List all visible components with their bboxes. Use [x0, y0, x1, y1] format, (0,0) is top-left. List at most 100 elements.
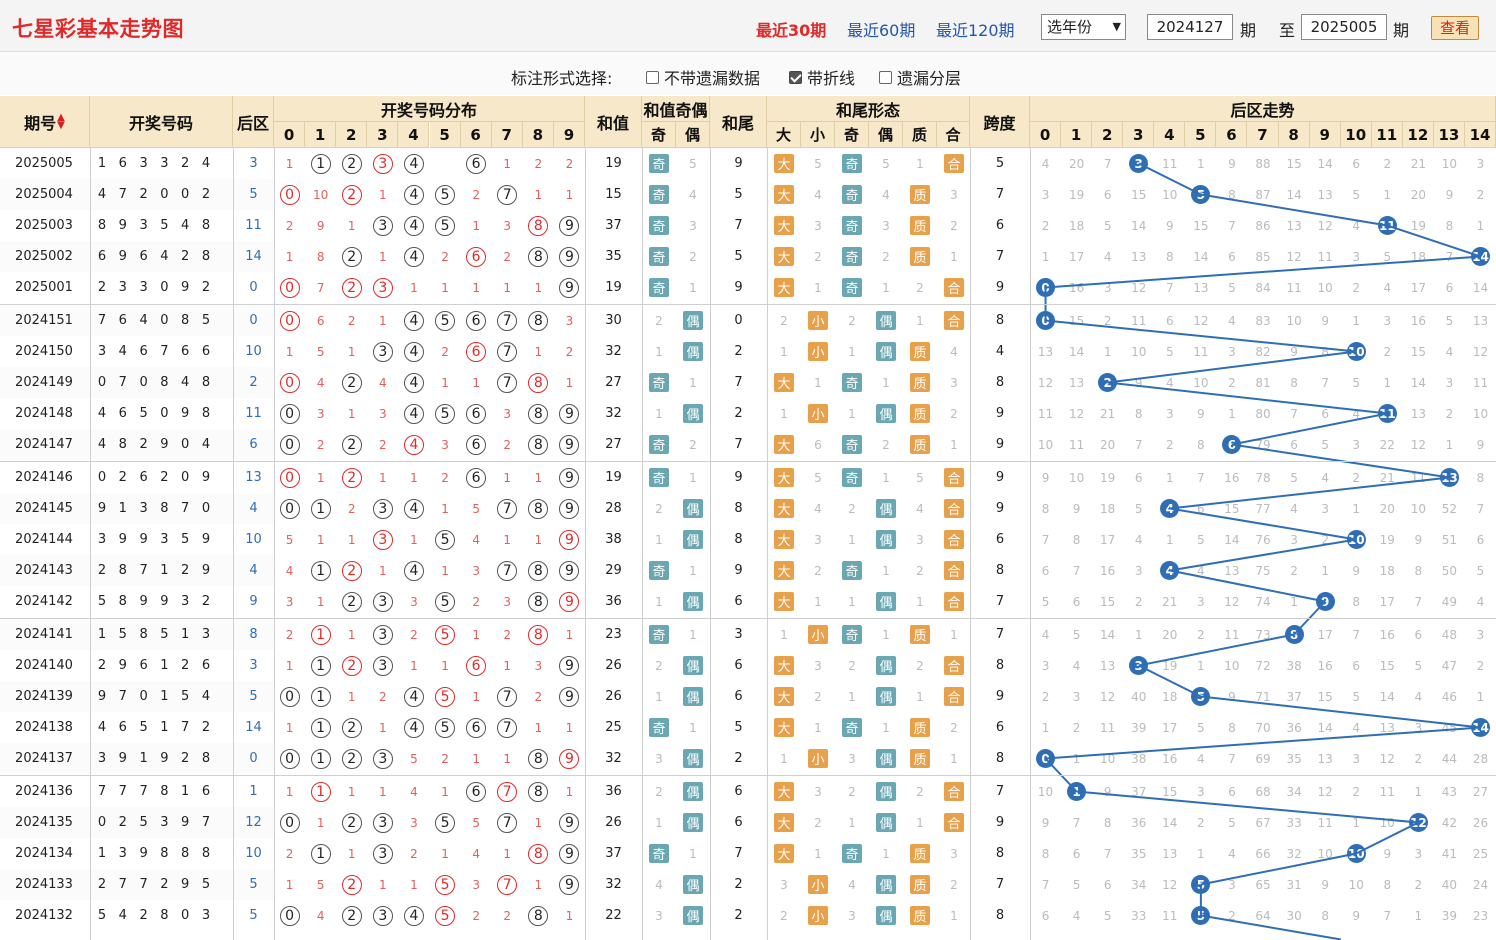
draw-digit: 9: [139, 594, 148, 609]
column-divider: [970, 148, 971, 940]
form-cell: 1: [676, 619, 710, 650]
form-cell: 奇: [642, 148, 676, 179]
drawn-digit-ball: 7: [497, 372, 518, 393]
back-trend-cell: 15: [1123, 179, 1154, 210]
dist-cell: 2: [336, 650, 367, 681]
missing-count: 1: [689, 720, 697, 735]
missing-count: 40: [1131, 689, 1147, 704]
form-cell: 合: [937, 555, 971, 586]
dist-cell: 1: [398, 650, 429, 681]
missing-count: 1: [848, 532, 856, 547]
back-trend-ball: 0: [1036, 311, 1056, 330]
draw-digit: 6: [139, 344, 148, 359]
missing-count: 1: [882, 627, 890, 642]
drawn-digit-ball: 0: [279, 498, 300, 519]
dist-cell: 4: [305, 900, 336, 931]
dist-cell: 6: [461, 650, 492, 681]
missing-count: 38: [1131, 751, 1147, 766]
back-trend-cell: 51: [1434, 524, 1465, 555]
form-cell: 偶: [676, 900, 710, 931]
back-trend-ball: 9: [1315, 592, 1335, 611]
back-trend-cell: 7: [1030, 869, 1061, 900]
back-trend-cell: 16: [1216, 462, 1247, 493]
dist-cell: 7: [492, 179, 523, 210]
back-trend-cell: 6: [1341, 148, 1372, 179]
issue-number: 2024139: [15, 689, 73, 704]
missing-count: 10: [1100, 751, 1116, 766]
view-button[interactable]: 查看: [1431, 16, 1479, 40]
to-period-input[interactable]: 2025005: [1301, 14, 1387, 40]
form-tag: 大: [774, 656, 794, 675]
missing-count: 3: [316, 406, 325, 421]
back-trend-cell: 11: [1123, 305, 1154, 336]
form-cell: 奇: [642, 429, 676, 460]
missing-count: 6: [1290, 437, 1298, 452]
digit-header-3: 3: [367, 122, 399, 148]
missing-count: 11: [1100, 720, 1116, 735]
missing-count: 4: [1352, 218, 1361, 233]
form-cell: 1: [642, 586, 676, 617]
back-trend-cell: 13: [1279, 210, 1310, 241]
form-tag: 偶: [876, 782, 896, 801]
back-trend-cell: 3: [1092, 272, 1123, 303]
missing-count: 9: [1352, 908, 1361, 923]
link-recent-30[interactable]: 最近30期: [756, 21, 827, 40]
checkbox-with-lines[interactable]: 带折线: [789, 65, 855, 89]
back-trend-cell: 1: [1434, 429, 1465, 460]
drawn-digit-ball: 9: [559, 434, 580, 455]
sort-arrows-icon[interactable]: ▲ ▼: [57, 111, 65, 131]
checkbox-missing-layers[interactable]: 遗漏分层: [879, 65, 961, 89]
checkbox-box[interactable]: [646, 70, 659, 84]
back-trend-cell: 7: [1185, 462, 1216, 493]
dist-cell: 3: [367, 743, 398, 774]
back-trend-cell: 11: [1030, 398, 1061, 429]
checkbox-no-missing[interactable]: 不带遗漏数据: [646, 65, 760, 89]
dist-cell: 8: [523, 586, 554, 617]
row-bg: [0, 305, 274, 336]
missing-count: 69: [1255, 751, 1271, 766]
missing-count: 1: [950, 249, 958, 264]
back-trend-cell: 0: [1030, 272, 1061, 303]
sum-value: 30: [605, 313, 622, 328]
from-period-input[interactable]: 2024127: [1147, 14, 1233, 40]
draw-digit: 8: [160, 501, 169, 516]
draw-digit: 0: [139, 375, 148, 390]
tail-value: 6: [734, 594, 743, 609]
dist-cell: 2: [336, 429, 367, 460]
missing-count: 47: [1441, 658, 1458, 673]
sum-value: 19: [605, 280, 622, 295]
col-issue-header[interactable]: 期号 ▲ ▼: [0, 96, 90, 148]
back-trend-cell: 21: [1154, 586, 1185, 617]
draw-digit: 0: [139, 689, 148, 704]
form-cell: 4: [869, 179, 903, 210]
link-recent-120[interactable]: 最近120期: [936, 21, 1015, 40]
span-value: 8: [995, 313, 1005, 328]
group-separator: [0, 461, 1496, 462]
missing-count: 2: [1476, 187, 1485, 202]
missing-count: 5: [316, 344, 325, 359]
link-recent-60[interactable]: 最近60期: [847, 21, 916, 40]
drawn-digit-ball: 3: [372, 341, 393, 362]
dist-cell: 5: [430, 619, 461, 650]
checkbox-box-checked[interactable]: [789, 70, 802, 84]
missing-count: 88: [1255, 156, 1271, 171]
back-trend-cell: 4: [1216, 838, 1247, 869]
dist-cell: 1: [274, 650, 305, 681]
form-tag: 小: [808, 875, 828, 894]
year-select[interactable]: 选年份 ▼: [1041, 14, 1126, 40]
back-trend-cell: 10: [1123, 336, 1154, 367]
back-trend-cell: 42: [1434, 807, 1465, 838]
span-value: 7: [995, 784, 1005, 799]
checkbox-box[interactable]: [879, 70, 892, 84]
draw-digit: 0: [97, 815, 107, 830]
form-cell: 1: [676, 712, 710, 743]
missing-count: 1: [1228, 406, 1236, 421]
form-tag: 偶: [683, 906, 703, 925]
dist-cell: 7: [492, 305, 523, 336]
missing-count: 64: [1255, 908, 1271, 923]
form-cell: 合: [937, 586, 971, 617]
col-dist-header: 开奖号码分布: [274, 96, 585, 122]
missing-count: 73: [1255, 627, 1271, 642]
missing-count: 1: [780, 406, 788, 421]
back-trend-cell: 78: [1247, 462, 1278, 493]
